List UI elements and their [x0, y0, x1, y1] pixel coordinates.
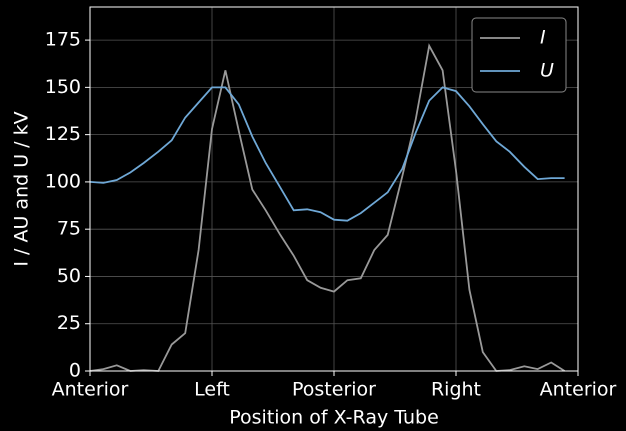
- y-tick-label: 50: [57, 265, 81, 287]
- legend-label: I: [540, 27, 546, 49]
- y-tick-label: 75: [57, 218, 81, 240]
- y-axis-label: I / AU and U / kV: [11, 111, 33, 266]
- x-tick-label: Anterior: [52, 379, 129, 401]
- legend-label: U: [540, 60, 554, 82]
- y-tick-label: 125: [45, 123, 81, 145]
- data-line: [89, 86, 565, 222]
- data-line: [89, 43, 566, 372]
- x-axis-label: Position of X-Ray Tube: [229, 407, 439, 429]
- y-tick-label: 100: [45, 170, 81, 192]
- plot-frame: [89, 6, 579, 372]
- x-tick-label: Anterior: [540, 379, 617, 401]
- y-tick-label: 25: [57, 312, 81, 334]
- x-tick-label: Left: [194, 379, 230, 401]
- x-tick-label: Posterior: [292, 379, 376, 401]
- y-tick-label: 150: [45, 76, 81, 98]
- x-tick-label: Right: [431, 379, 481, 401]
- y-tick-label: 0: [69, 360, 81, 382]
- legend-box: [471, 17, 567, 93]
- y-tick-label: 175: [45, 29, 81, 51]
